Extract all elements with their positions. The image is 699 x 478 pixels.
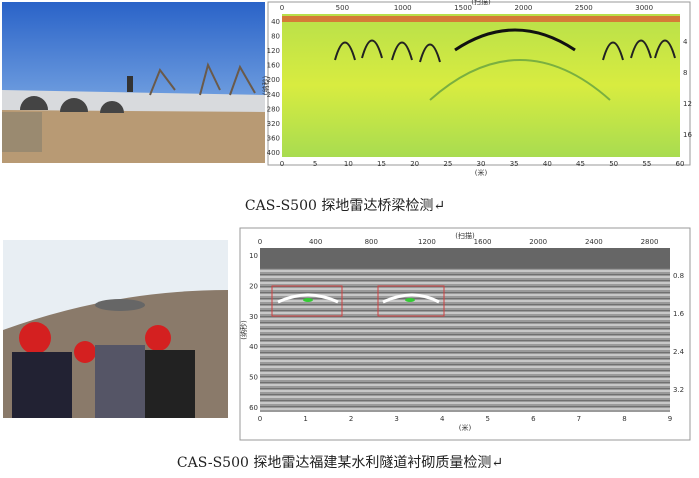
top-tick: 0: [280, 4, 284, 12]
top-tick: 500: [336, 4, 349, 12]
top-tick: 1500: [454, 4, 472, 12]
top-tick: 2500: [575, 4, 593, 12]
left-tick: 10: [249, 252, 258, 260]
axis-label: (纳秒): [239, 320, 248, 340]
right-tick: 3.2: [673, 386, 684, 394]
bottom-tick: 8: [622, 415, 626, 423]
left-tick: 360: [267, 134, 280, 142]
bottom-tick: 5: [313, 160, 317, 168]
left-tick: 160: [267, 62, 280, 70]
bottom-tick: 6: [531, 415, 536, 423]
bottom-tick: 1: [303, 415, 307, 423]
axis-label: (纳秒): [261, 76, 270, 96]
bottom-tick: 9: [668, 415, 672, 423]
axis-label: (米): [475, 168, 488, 177]
bottom-tick: 60: [676, 160, 685, 168]
top-tick: 0: [258, 238, 262, 246]
bottom-tick: 15: [377, 160, 386, 168]
bottom-tick: 5: [486, 415, 490, 423]
left-tick: 320: [267, 120, 280, 128]
bottom-tick: 30: [477, 160, 486, 168]
right-tick: 0.8: [673, 272, 684, 280]
axis-label: (扫描): [455, 231, 475, 240]
left-tick: 200: [267, 76, 280, 84]
top-tick: 1000: [394, 4, 412, 12]
top-tick: 1600: [474, 238, 492, 246]
right-tick: 2.4: [673, 348, 685, 356]
bottom-tick: 4: [440, 415, 445, 423]
top-tick: 2800: [641, 238, 659, 246]
axis-label: (扫描): [471, 0, 491, 6]
radar-1: [267, 1, 691, 166]
bottom-tick: 0: [258, 415, 262, 423]
top-tick: 2000: [515, 4, 533, 12]
tunnel-photo: [3, 240, 228, 418]
left-tick: 240: [267, 91, 280, 99]
caption: CAS-S500 探地雷达福建某水利隧道衬砌质量检测↵: [176, 455, 504, 471]
bottom-tick: 45: [576, 160, 585, 168]
left-tick: 120: [267, 47, 280, 55]
left-tick: 40: [249, 343, 258, 351]
bottom-tick: 0: [280, 160, 284, 168]
axis-label: (米): [459, 423, 472, 432]
left-tick: 20: [249, 282, 258, 290]
left-tick: 50: [249, 374, 258, 382]
caption: CAS-S500 探地雷达桥梁检测↵: [244, 198, 446, 214]
left-tick: 80: [271, 33, 280, 41]
bottom-tick: 35: [510, 160, 519, 168]
left-tick: 280: [267, 105, 280, 113]
left-tick: 30: [249, 313, 258, 321]
bottom-tick: 40: [543, 160, 552, 168]
bottom-tick: 25: [443, 160, 452, 168]
top-tick: 2000: [529, 238, 547, 246]
top-tick: 1200: [418, 238, 436, 246]
bottom-tick: 55: [642, 160, 651, 168]
left-tick: 40: [271, 18, 280, 26]
top-tick: 800: [365, 238, 378, 246]
radar-2: [239, 227, 691, 441]
right-tick: 16: [683, 131, 692, 139]
bottom-tick: 20: [410, 160, 419, 168]
top-tick: 3000: [635, 4, 653, 12]
top-tick: 2400: [585, 238, 603, 246]
left-tick: 60: [249, 404, 258, 412]
bottom-tick: 2: [349, 415, 353, 423]
bottom-tick: 10: [344, 160, 353, 168]
bottom-tick: 50: [609, 160, 618, 168]
right-tick: 1.6: [673, 310, 685, 318]
bottom-tick: 3: [394, 415, 398, 423]
bottom-tick: 7: [577, 415, 581, 423]
right-tick: 12: [683, 100, 692, 108]
right-tick: 8: [683, 69, 687, 77]
bridge-photo: [2, 2, 265, 163]
right-tick: 4: [683, 38, 688, 46]
left-tick: 400: [267, 149, 280, 157]
top-tick: 400: [309, 238, 322, 246]
